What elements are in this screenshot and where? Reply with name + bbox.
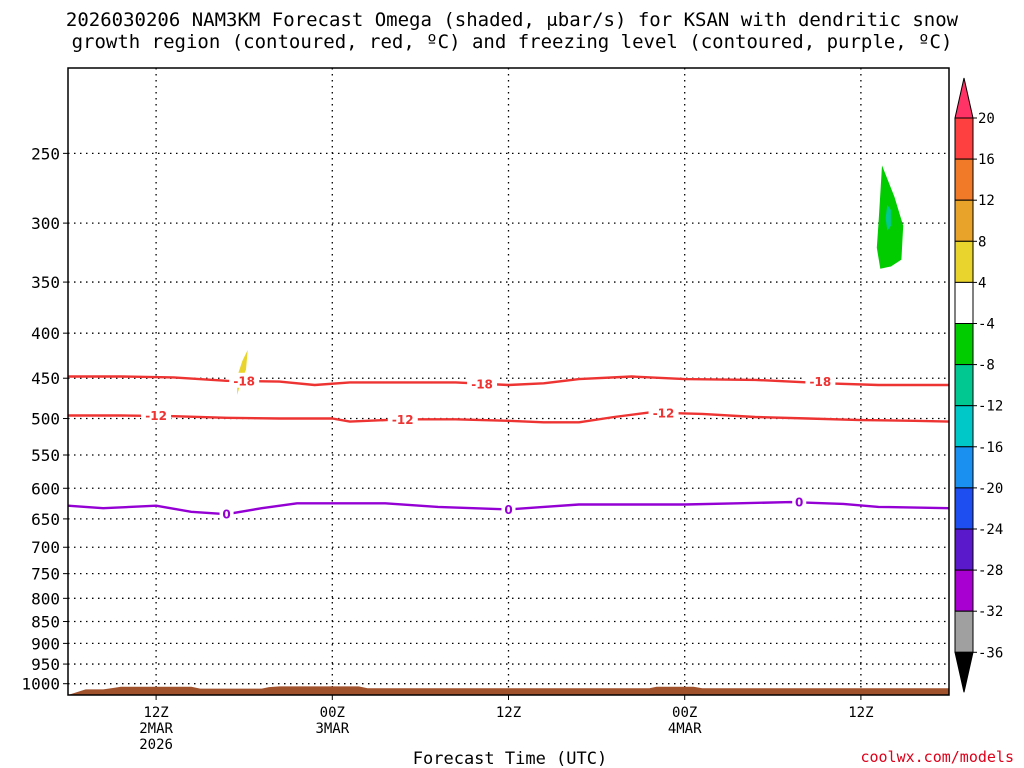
y-tick-label: 900	[31, 634, 60, 653]
colorbar-bin	[954, 323, 974, 366]
contour-label: -12	[392, 413, 414, 427]
y-tick-label: 250	[31, 144, 60, 163]
colorbar-bin	[954, 117, 974, 160]
contour-label: -18	[233, 374, 255, 388]
omega-colorbar: 20 16 12 8 4 -4 -8 -12 -16 -20 -24 -28 -32 -36	[954, 77, 1003, 693]
colorbar-bottom-arrow	[954, 651, 974, 693]
terrain-layer	[68, 686, 949, 695]
contour-label-bg	[219, 506, 234, 522]
colorbar-label: -24	[978, 522, 1003, 538]
x-tick-label: 3MAR	[315, 721, 349, 737]
colorbar-bin	[954, 158, 974, 201]
x-tick-label: 00Z	[320, 705, 345, 721]
contour-label: 0	[795, 496, 803, 510]
colorbar-label: 16	[978, 152, 995, 168]
omega-shaded-regions	[237, 165, 904, 395]
colorbar-label: -12	[978, 399, 1003, 415]
contour-label: -12	[653, 407, 675, 421]
x-tick-label: 12Z	[848, 705, 873, 721]
y-tick-label: 350	[31, 273, 60, 292]
colorbar-label: 4	[978, 275, 986, 291]
y-tick-label: 400	[31, 324, 60, 343]
x-tick-label: 00Z	[672, 705, 697, 721]
colorbar-label: -20	[978, 481, 1003, 497]
y-tick-label: 700	[31, 538, 60, 557]
colorbar-bin	[954, 281, 974, 324]
pressure-gridlines	[68, 68, 949, 695]
y-tick-label: 850	[31, 613, 60, 632]
colorbar-bin	[954, 528, 974, 571]
x-tick-label: 12Z	[143, 705, 168, 721]
contour-line	[68, 411, 950, 424]
colorbar-label: -36	[978, 645, 1003, 661]
contour-label-bg	[467, 376, 498, 392]
terrain-fill	[68, 686, 949, 695]
y-tick-label: 800	[31, 589, 60, 608]
x-axis-title: Forecast Time (UTC)	[413, 749, 607, 768]
colorbar-top-arrow	[954, 77, 974, 119]
x-tick-label: 12Z	[496, 705, 521, 721]
contour-label-bg	[792, 494, 807, 510]
chart-title-line-1: 2026030206 NAM3KM Forecast Omega (shaded…	[66, 9, 959, 31]
y-tick-label: 1000	[21, 675, 60, 694]
contour-label: -12	[145, 409, 167, 423]
temperature-contours: -18 -18 -18 -12 -12 -12 0 0 0	[67, 372, 950, 522]
colorbar-label: -28	[978, 563, 1003, 579]
y-tick-label: 650	[31, 510, 60, 529]
colorbar-label: -32	[978, 604, 1003, 620]
credit-text: coolwx.com/models	[860, 748, 1014, 766]
contour-label-bg	[805, 373, 836, 389]
y-tick-label: 750	[31, 565, 60, 584]
x-tick-label: 2026	[139, 737, 173, 753]
contour-label-bg	[648, 405, 679, 421]
y-tick-label: 950	[31, 655, 60, 674]
chart-title-line-2: growth region (contoured, red, ºC) and f…	[72, 31, 953, 53]
contour-label-bg	[501, 501, 516, 517]
colorbar-label: 20	[978, 111, 995, 127]
colorbar-label: -4	[978, 317, 995, 333]
colorbar-bin	[954, 487, 974, 530]
colorbar-bin	[954, 446, 974, 489]
y-tick-label: 300	[31, 214, 60, 233]
contour-label: -18	[810, 375, 832, 389]
colorbar-bin	[954, 240, 974, 283]
contour-label-bg	[387, 411, 418, 427]
colorbar-bin	[954, 199, 974, 242]
contour-label-bg	[229, 372, 260, 388]
y-tick-label: 550	[31, 446, 60, 465]
colorbar-bin	[954, 405, 974, 448]
colorbar-bin	[954, 364, 974, 407]
contour-label: -18	[471, 378, 493, 392]
pressure-axis: 250 300 350 400 450 500 550 600 650 700 750 800 850 9…	[21, 144, 68, 694]
colorbar-label: 8	[978, 234, 986, 250]
y-tick-label: 500	[31, 410, 60, 429]
x-tick-label: 2MAR	[139, 721, 173, 737]
colorbar-label: -8	[978, 358, 995, 374]
colorbar-bin	[954, 610, 974, 653]
contour-label-bg	[141, 407, 172, 423]
colorbar-label: 12	[978, 193, 995, 209]
omega-region	[885, 204, 891, 231]
colorbar-label: -16	[978, 440, 1003, 456]
contour-label: 0	[222, 508, 230, 522]
y-tick-label: 600	[31, 479, 60, 498]
x-tick-label: 4MAR	[668, 721, 702, 737]
colorbar-bin	[954, 569, 974, 612]
contour-line	[67, 500, 950, 516]
contour-label: 0	[504, 503, 512, 517]
y-tick-label: 450	[31, 369, 60, 388]
